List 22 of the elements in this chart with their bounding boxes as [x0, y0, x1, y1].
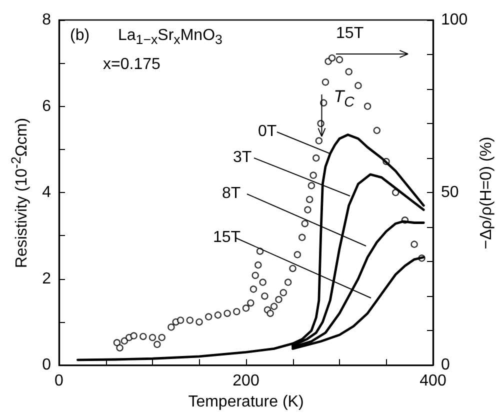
- text: 3T: [233, 149, 252, 166]
- x-axis-title: Temperature (K): [188, 394, 304, 410]
- x-tick-label: 400: [420, 372, 446, 390]
- y-tick-label: 8: [42, 12, 52, 28]
- x-tick-label: 200: [232, 372, 260, 390]
- y2-tick-label: 100: [441, 12, 468, 28]
- y-tick-label: 4: [42, 184, 52, 202]
- y-tick-label: 2: [42, 270, 52, 288]
- annotation: x=0.175: [103, 56, 160, 73]
- series-label: 15T: [336, 24, 364, 42]
- y2-axis-title: −Δρ/ρ(H=0) (%): [478, 136, 495, 250]
- y2-tick-label: 50: [441, 184, 459, 202]
- x-tick-label: 0: [54, 372, 64, 390]
- annotation: T$_{C}$: [334, 87, 354, 111]
- text: 15T: [213, 229, 241, 246]
- text: 8T: [222, 185, 241, 202]
- y-tick-label: 6: [42, 98, 52, 115]
- y2-tick-label: 0: [441, 356, 450, 374]
- text: 0T: [258, 123, 277, 140]
- annotation: La$_{1−x}$Sr$_{x}$MnO$_{3}$: [118, 27, 222, 48]
- annotation: (b): [70, 27, 90, 44]
- y-tick-label: 0: [42, 356, 52, 374]
